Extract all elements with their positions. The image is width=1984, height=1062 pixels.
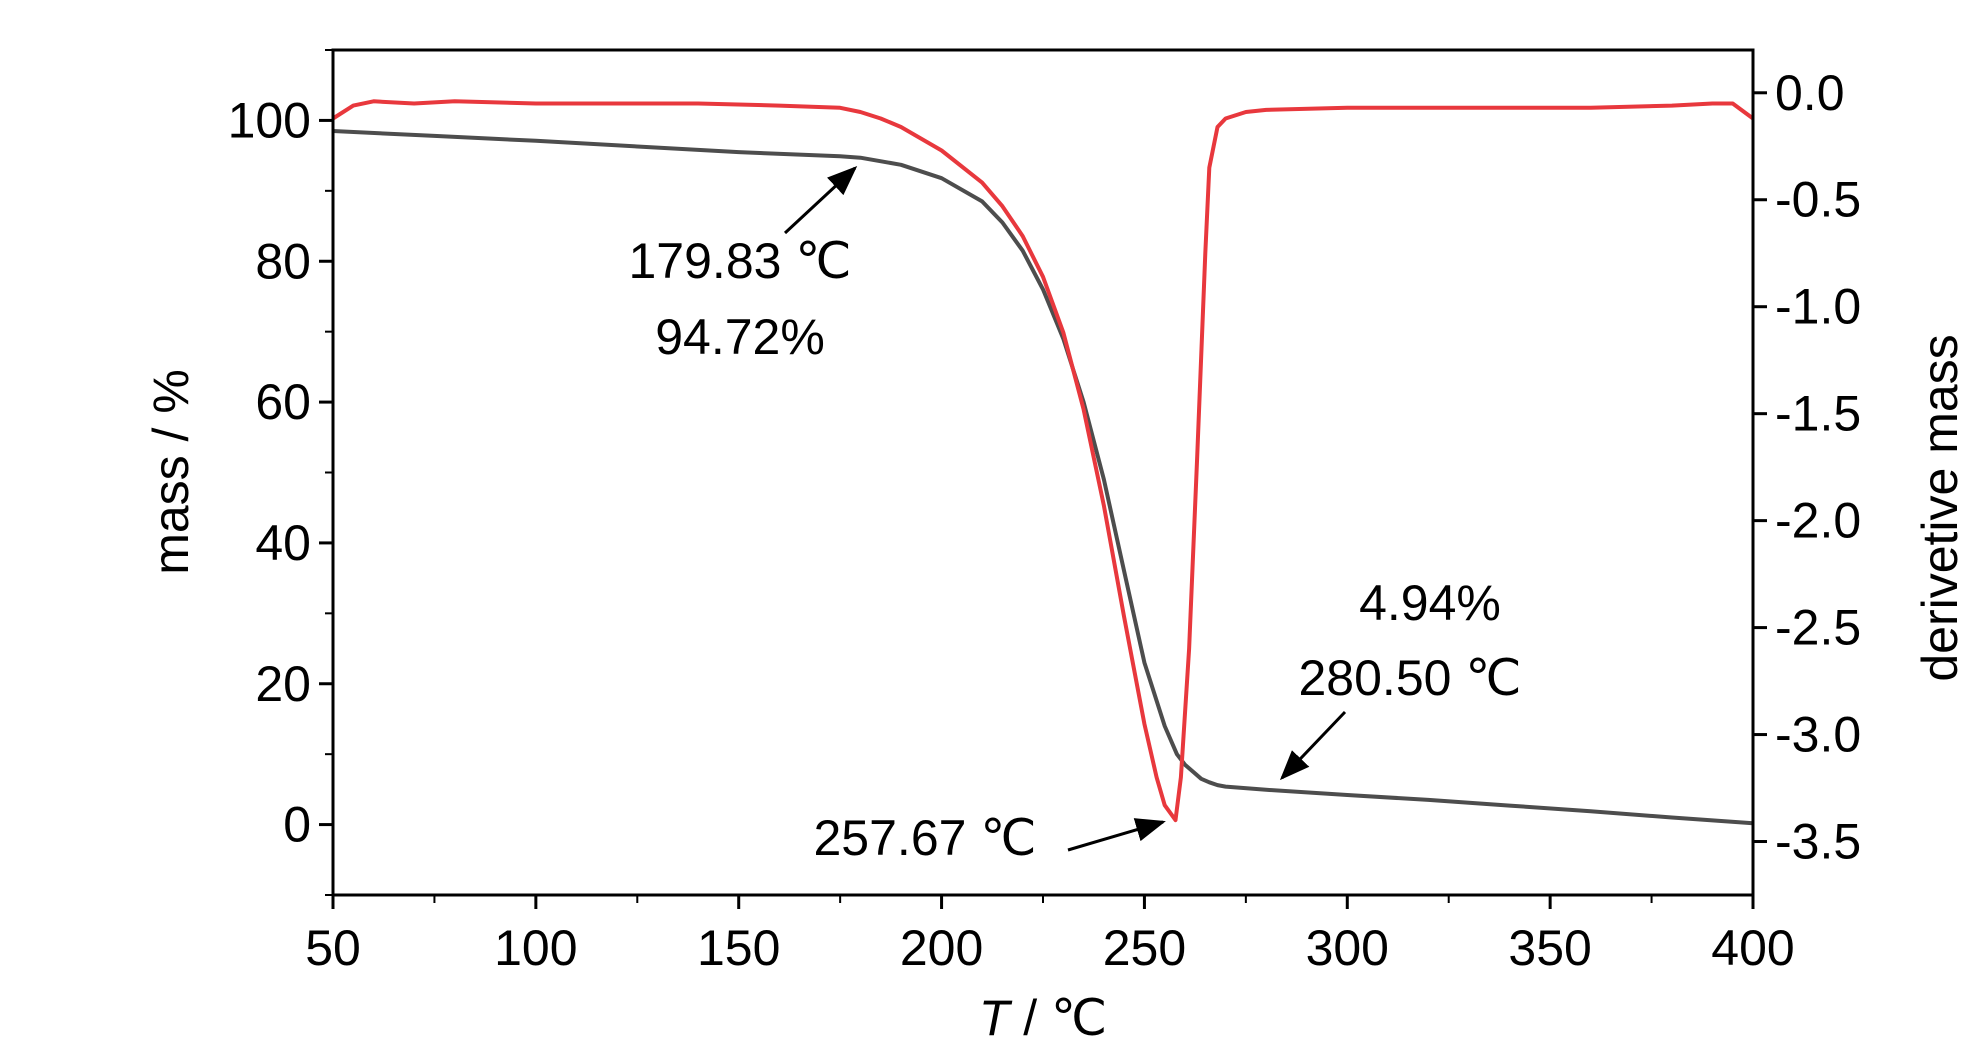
y-right-tick-label: 0.0: [1775, 65, 1845, 121]
annotation-peak-arrow: [1067, 818, 1166, 852]
y-left-axis-title: mass / %: [143, 369, 199, 575]
x-tick-label: 250: [1103, 920, 1186, 976]
y-left-tick-label: 100: [228, 92, 311, 148]
x-tick-label: 100: [494, 920, 577, 976]
y-right-tick-label: -1.0: [1775, 279, 1861, 335]
plot-frame: [331, 48, 1755, 897]
x-axis-title-italic: T: [979, 990, 1013, 1046]
y-left-tick-label: 40: [255, 515, 311, 571]
x-tick-label: 150: [697, 920, 780, 976]
y-left-tick-label: 20: [255, 656, 311, 712]
mass-curve: [332, 129, 1754, 826]
x-tick-label: 50: [305, 920, 361, 976]
annotation-residue-mass: 4.94%: [1359, 575, 1501, 631]
annotation-peak: 257.67 ℃: [814, 810, 1166, 866]
derivative-mass-curve: [331, 99, 1755, 823]
y-right-axis-title: derivetive mass: [1912, 334, 1968, 681]
annotation-residue: 4.94% 280.50 ℃: [1279, 575, 1522, 781]
y-right-tick-label: -1.5: [1775, 386, 1861, 442]
annotation-onset-temp: 179.83 ℃: [629, 233, 852, 289]
annotation-peak-temp: 257.67 ℃: [814, 810, 1037, 866]
y-right-tick-label: -0.5: [1775, 172, 1861, 228]
x-axis-title: T / ℃: [979, 990, 1107, 1046]
y-right-tick-label: -3.5: [1775, 814, 1861, 870]
x-tick-label: 300: [1306, 920, 1389, 976]
y-right-tick-label: -2.0: [1775, 493, 1861, 549]
x-tick-label: 400: [1711, 920, 1794, 976]
annotation-residue-temp: 280.50 ℃: [1299, 650, 1522, 706]
x-tick-label: 350: [1508, 920, 1591, 976]
x-axis-title-rest: / ℃: [1009, 990, 1107, 1046]
annotation-residue-arrow: [1279, 710, 1347, 781]
y-left-tick-label: 0: [283, 797, 311, 853]
x-tick-label: 200: [900, 920, 983, 976]
annotation-onset-mass: 94.72%: [655, 309, 825, 365]
y-right-tick-label: -2.5: [1775, 600, 1861, 656]
annotation-onset-arrow: [783, 165, 858, 235]
y-left-tick-label: 60: [255, 374, 311, 430]
annotation-onset: 179.83 ℃ 94.72%: [629, 165, 858, 365]
y-right-tick-label: -3.0: [1775, 707, 1861, 763]
y-left-tick-label: 80: [255, 233, 311, 289]
